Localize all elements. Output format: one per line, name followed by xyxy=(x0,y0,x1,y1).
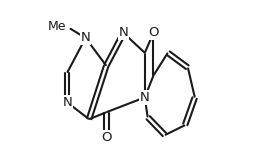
Text: N: N xyxy=(81,31,90,44)
Text: N: N xyxy=(119,26,128,40)
Text: N: N xyxy=(140,91,150,104)
Text: O: O xyxy=(148,26,159,40)
Text: O: O xyxy=(101,131,112,143)
Text: Me: Me xyxy=(47,20,66,33)
Text: N: N xyxy=(62,96,72,109)
